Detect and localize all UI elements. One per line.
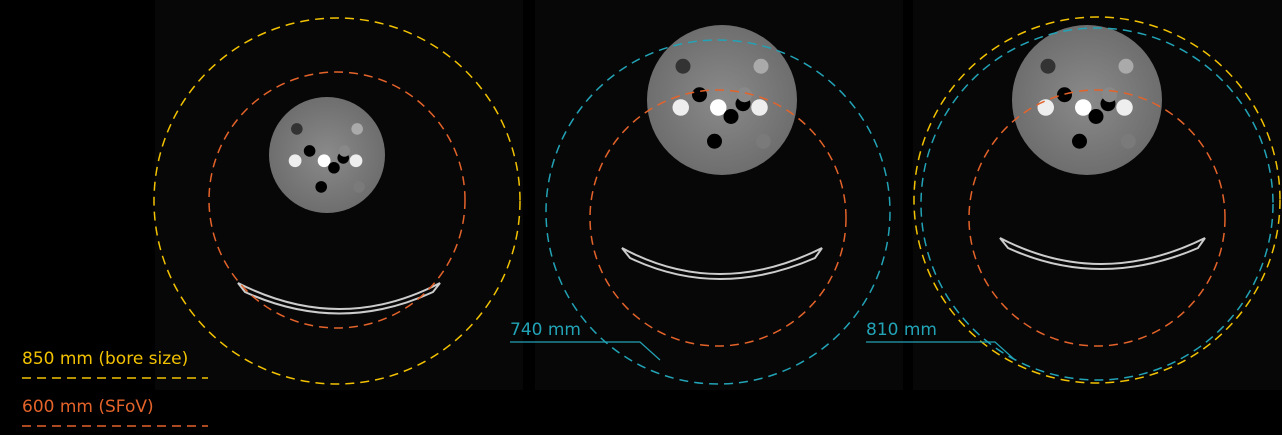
couch <box>237 282 441 315</box>
bore-circle <box>913 16 1281 384</box>
leader-line <box>866 341 1016 361</box>
phantom <box>269 97 385 213</box>
sfov-circle <box>208 71 466 329</box>
couch <box>999 237 1206 270</box>
phantom <box>1012 25 1162 175</box>
bore-circle <box>920 27 1274 381</box>
sfov-circle <box>589 89 847 347</box>
legend-sfov: 600 mm (SFoV) <box>22 397 154 417</box>
leader-line <box>510 341 661 361</box>
legend-bore: 850 mm (bore size) <box>22 349 188 369</box>
phantom <box>647 25 797 175</box>
bore-label: 740 mm <box>510 320 581 340</box>
couch <box>621 247 823 280</box>
sfov-circle <box>968 89 1226 347</box>
bore-circle <box>153 17 521 385</box>
bore-circle <box>545 39 891 385</box>
bore-label: 810 mm <box>866 320 937 340</box>
